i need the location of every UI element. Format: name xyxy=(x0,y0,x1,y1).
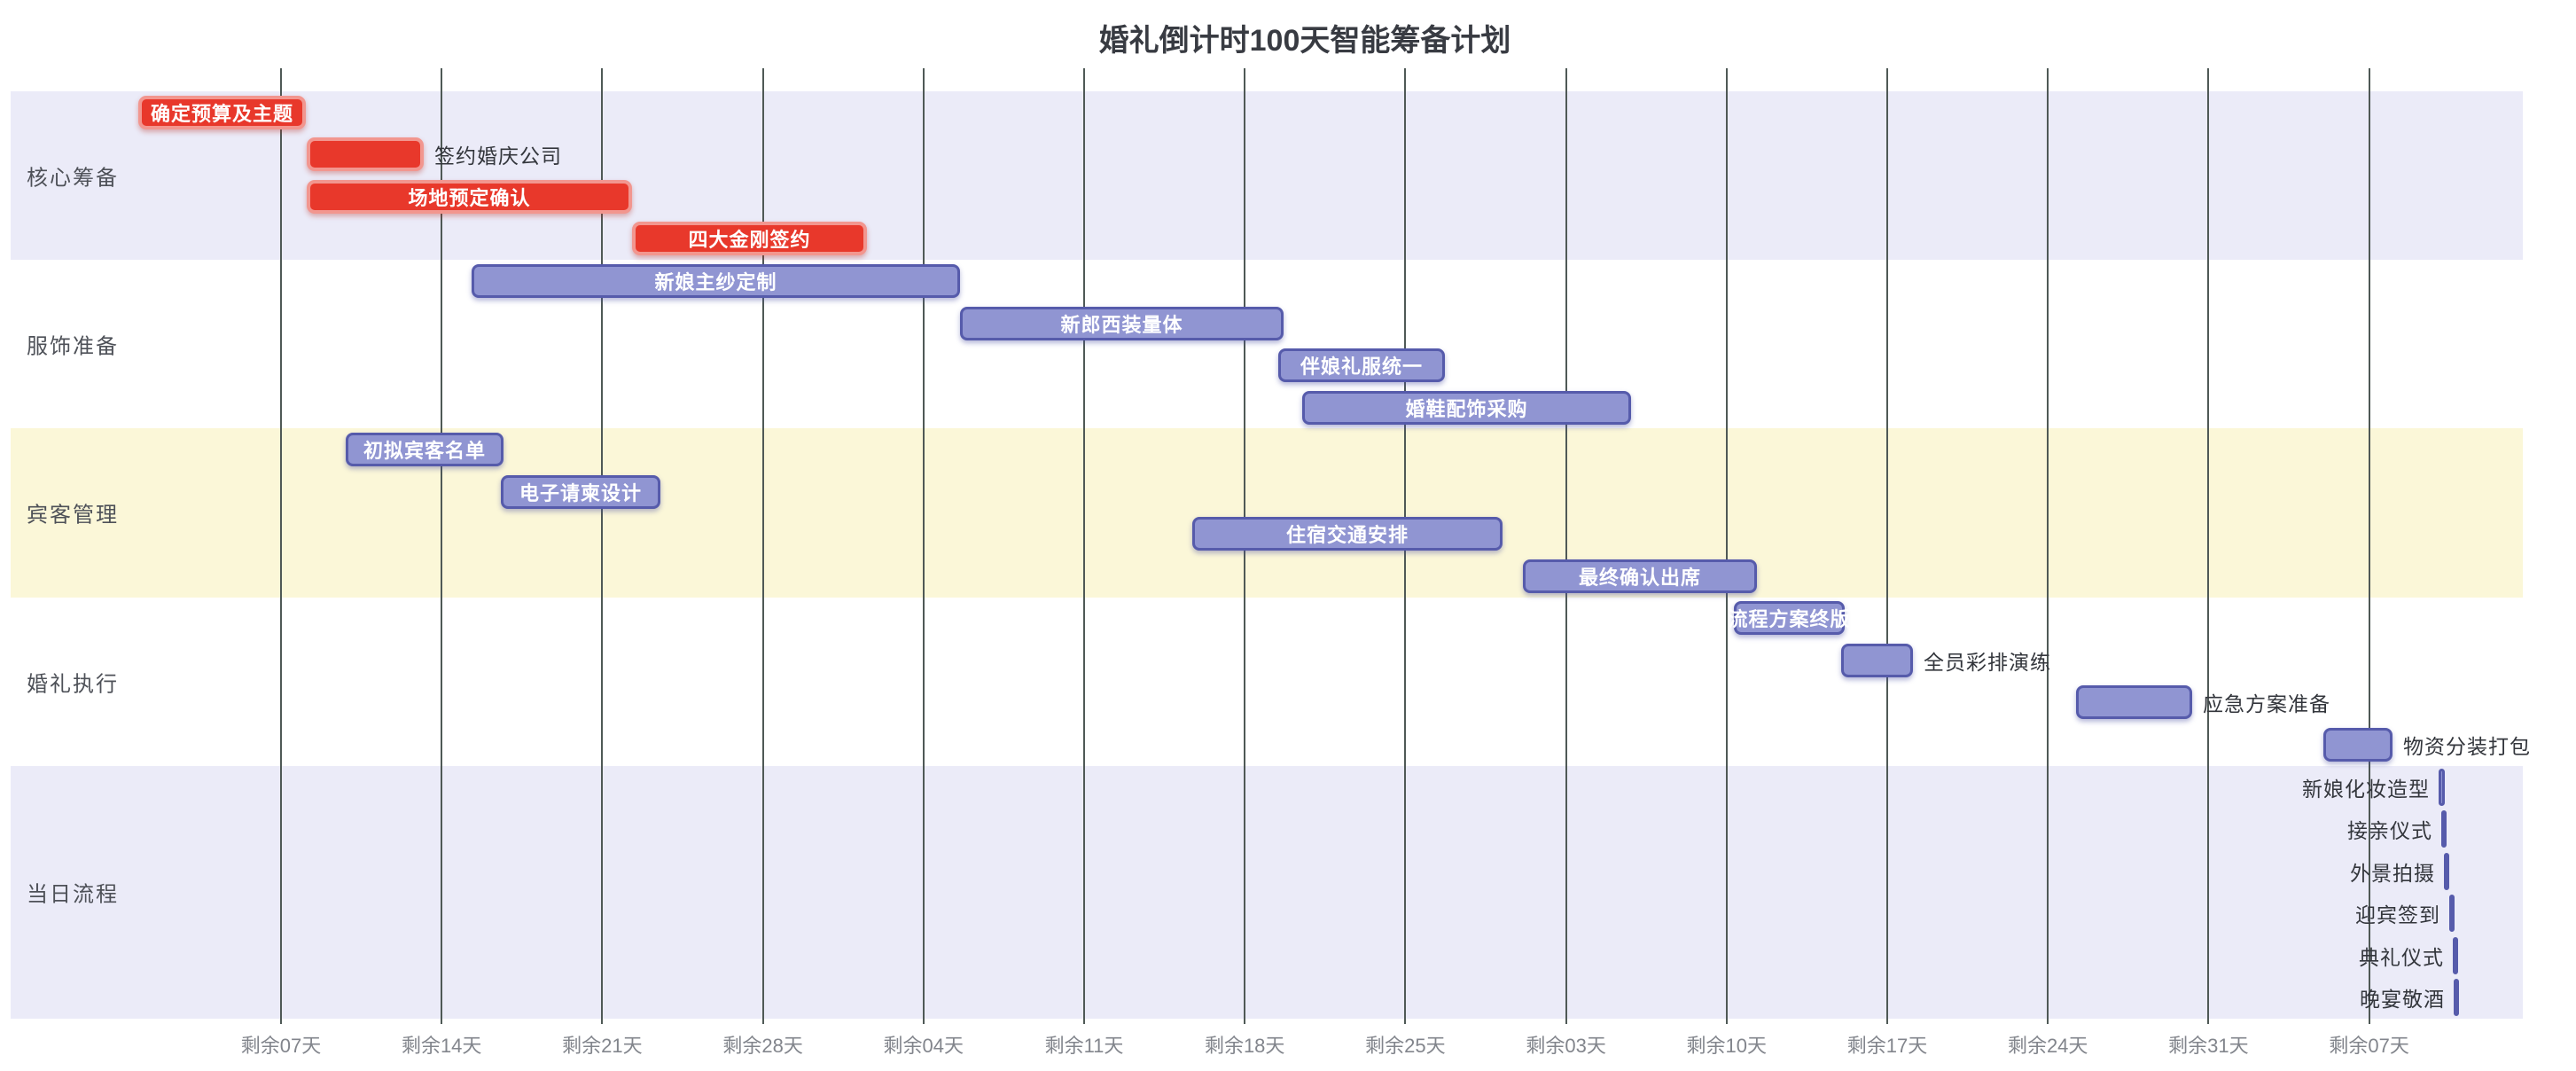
chart-title: 婚礼倒计时100天智能筹备计划 xyxy=(1098,24,1511,58)
category-label: 服饰准备 xyxy=(27,334,119,359)
task-bar[interactable] xyxy=(1841,643,1913,677)
gridline xyxy=(2207,68,2210,1024)
row-band-3 xyxy=(11,597,2523,766)
task-bar[interactable]: 四大金刚签约 xyxy=(632,222,867,256)
task-bar[interactable] xyxy=(2439,768,2445,806)
x-axis-tick-label: 剩余07天 xyxy=(240,1035,322,1057)
task-label: 外景拍摄 xyxy=(2350,861,2435,885)
category-label: 宾客管理 xyxy=(27,503,119,528)
gridline xyxy=(1083,68,1085,1024)
task-bar[interactable]: 流程方案终版 xyxy=(1729,601,1850,636)
x-axis-tick-label: 剩余04天 xyxy=(883,1035,964,1057)
task-bar[interactable] xyxy=(2454,979,2459,1017)
row-band-0 xyxy=(11,91,2523,261)
task-bar[interactable] xyxy=(307,137,424,172)
task-label: 场地预定确认 xyxy=(408,186,531,209)
task-bar[interactable] xyxy=(2449,895,2455,933)
task-bar[interactable]: 住宿交通安排 xyxy=(1192,517,1503,551)
x-axis-tick-label: 剩余14天 xyxy=(401,1035,482,1057)
x-axis-tick-label: 剩余28天 xyxy=(722,1035,803,1057)
row-band-1 xyxy=(11,260,2523,429)
task-bar[interactable]: 伴娘礼服统一 xyxy=(1278,348,1445,383)
category-label: 婚礼执行 xyxy=(27,672,119,697)
x-axis-tick-label: 剩余07天 xyxy=(2329,1035,2409,1057)
task-bar[interactable] xyxy=(2076,685,2192,720)
gridline xyxy=(761,68,764,1024)
gridline xyxy=(1565,68,1567,1024)
task-label: 晚宴敬酒 xyxy=(2360,988,2445,1012)
task-label: 四大金刚签约 xyxy=(688,229,811,252)
task-label: 婚鞋配饰采购 xyxy=(1405,397,1528,420)
task-label: 典礼仪式 xyxy=(2359,945,2444,969)
task-label: 应急方案准备 xyxy=(2203,692,2330,716)
task-bar[interactable] xyxy=(2323,727,2393,762)
task-label: 电子请柬设计 xyxy=(519,481,642,504)
task-label: 新郎西装量体 xyxy=(1060,313,1183,336)
task-label: 迎宾签到 xyxy=(2355,903,2440,927)
row-band-4 xyxy=(11,765,2523,1019)
x-axis-tick-label: 剩余17天 xyxy=(1846,1035,1928,1057)
task-label: 伴娘礼服统一 xyxy=(1300,356,1423,379)
task-bar[interactable]: 确定预算及主题 xyxy=(138,95,306,129)
x-axis-tick-label: 剩余31天 xyxy=(2168,1035,2249,1057)
x-axis-tick-label: 剩余18天 xyxy=(1204,1035,1285,1057)
task-label: 确定预算及主题 xyxy=(150,102,293,125)
gridline xyxy=(601,68,604,1024)
gridline xyxy=(441,68,443,1024)
category-label: 当日流程 xyxy=(27,882,119,907)
gridline xyxy=(2368,68,2370,1024)
task-label: 新娘化妆造型 xyxy=(2302,777,2430,801)
x-axis-tick-label: 剩余03天 xyxy=(1526,1035,1606,1057)
gridline xyxy=(2047,68,2049,1024)
task-bar[interactable]: 婚鞋配饰采购 xyxy=(1302,390,1631,425)
task-label: 住宿交通安排 xyxy=(1285,524,1409,547)
category-label: 核心筹备 xyxy=(27,166,119,191)
task-label: 全员彩排演练 xyxy=(1924,650,2051,674)
task-bar[interactable] xyxy=(2453,936,2458,974)
task-bar[interactable]: 场地预定确认 xyxy=(307,179,632,214)
gridline xyxy=(1886,68,1888,1024)
x-axis-tick-label: 剩余10天 xyxy=(1686,1035,1768,1057)
task-label: 初拟宾客名单 xyxy=(363,440,486,463)
task-label: 最终确认出席 xyxy=(1578,566,1701,589)
task-bar[interactable]: 电子请柬设计 xyxy=(501,474,660,509)
task-label: 新娘主纱定制 xyxy=(654,270,777,293)
task-bar[interactable]: 新郎西装量体 xyxy=(960,306,1284,340)
task-label: 物资分装打包 xyxy=(2403,734,2531,758)
x-axis-tick-label: 剩余24天 xyxy=(2007,1035,2088,1057)
x-axis-tick-label: 剩余25天 xyxy=(1365,1035,1446,1057)
gridline xyxy=(922,68,925,1024)
task-bar[interactable]: 新娘主纱定制 xyxy=(472,263,960,298)
x-axis-tick-label: 剩余11天 xyxy=(1044,1035,1124,1057)
gridline xyxy=(1725,68,1728,1024)
task-label: 签约婚庆公司 xyxy=(434,145,562,168)
task-bar[interactable] xyxy=(2441,810,2447,848)
gridline xyxy=(280,68,282,1024)
task-label: 接亲仪式 xyxy=(2347,819,2432,843)
task-bar[interactable]: 最终确认出席 xyxy=(1523,559,1757,593)
task-bar[interactable] xyxy=(2444,852,2449,890)
x-axis-tick-label: 剩余21天 xyxy=(562,1035,643,1057)
task-label: 流程方案终版 xyxy=(1728,608,1851,631)
task-bar[interactable]: 初拟宾客名单 xyxy=(346,433,503,467)
